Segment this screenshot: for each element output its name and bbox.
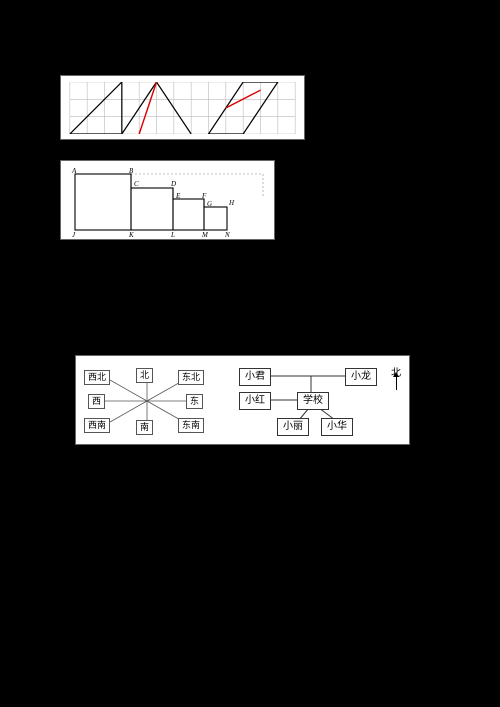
squares-svg: A B C D E F G H J K L M N bbox=[67, 165, 270, 237]
box-school: 学校 bbox=[297, 392, 329, 410]
box-xiaohong: 小红 bbox=[239, 392, 271, 410]
label-D: D bbox=[170, 180, 176, 188]
triangle-1 bbox=[70, 82, 122, 134]
red-line-1 bbox=[139, 82, 156, 134]
box-xiaohua: 小华 bbox=[321, 418, 353, 436]
label-N: N bbox=[224, 231, 230, 237]
label-G: G bbox=[207, 200, 212, 208]
figure-compass-map: 西北 北 东北 西 东 西南 南 东南 bbox=[75, 355, 410, 445]
label-K: K bbox=[128, 231, 134, 237]
label-F: F bbox=[201, 192, 207, 200]
location-map: 小君 小龙 小红 学校 小丽 小华 北 bbox=[221, 362, 403, 438]
label-L: L bbox=[170, 231, 175, 237]
box-xiaoli: 小丽 bbox=[277, 418, 309, 436]
figure-grid-shapes bbox=[60, 75, 305, 140]
dir-sw: 西南 bbox=[84, 418, 110, 433]
box-xiaojun: 小君 bbox=[239, 368, 271, 386]
dir-ne: 东北 bbox=[178, 370, 204, 385]
page-content: A B C D E F G H J K L M N bbox=[60, 60, 440, 647]
dir-se: 东南 bbox=[178, 418, 204, 433]
dir-s: 南 bbox=[136, 420, 153, 435]
label-A: A bbox=[71, 167, 77, 175]
grid-svg bbox=[67, 82, 298, 134]
label-J: J bbox=[72, 231, 76, 237]
label-M: M bbox=[201, 231, 209, 237]
compass-rose: 西北 北 东北 西 东 西南 南 东南 bbox=[82, 370, 212, 432]
dir-nw: 西北 bbox=[84, 370, 110, 385]
dir-n: 北 bbox=[136, 368, 153, 383]
label-E: E bbox=[175, 192, 181, 200]
north-arrow-icon bbox=[396, 376, 397, 390]
box-xiaolong: 小龙 bbox=[345, 368, 377, 386]
dir-w: 西 bbox=[88, 394, 105, 409]
figure-squares-cascade: A B C D E F G H J K L M N bbox=[60, 160, 275, 240]
label-C: C bbox=[134, 180, 139, 188]
label-B: B bbox=[129, 167, 134, 175]
dir-e: 东 bbox=[186, 394, 203, 409]
label-H: H bbox=[228, 199, 235, 207]
